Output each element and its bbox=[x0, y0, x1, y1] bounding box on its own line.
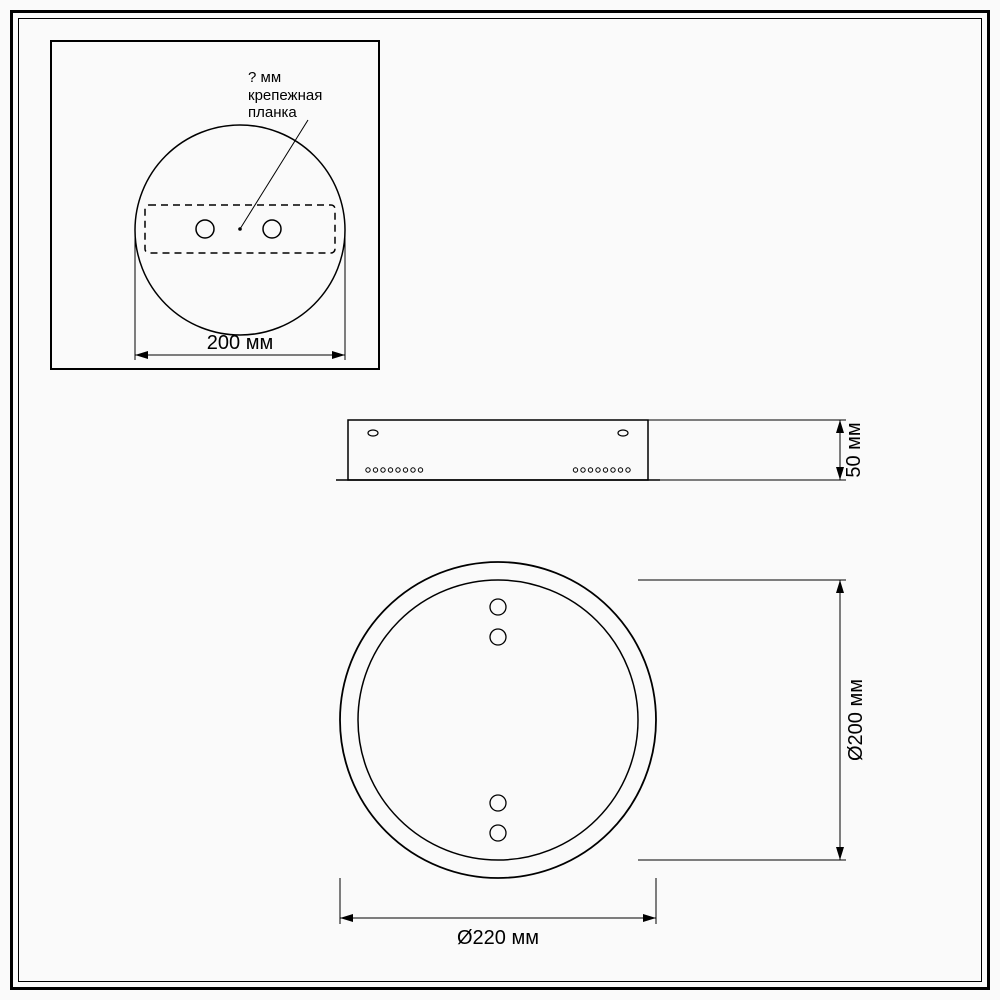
main-svg: 50 мм Ø200 мм Ø220 мм bbox=[0, 0, 1000, 1000]
drawing-page: ? ммкрепежнаяпланка200 мм 50 ммØ200 ммØ2… bbox=[0, 0, 1000, 1000]
side-view: 50 мм bbox=[336, 420, 865, 480]
dim-height-label: 50 мм bbox=[843, 422, 865, 477]
dim-outer-label: Ø220 мм bbox=[457, 927, 539, 949]
bottom-view: Ø200 мм Ø220 мм bbox=[340, 562, 867, 949]
dim-inner-label: Ø200 мм bbox=[845, 679, 867, 761]
